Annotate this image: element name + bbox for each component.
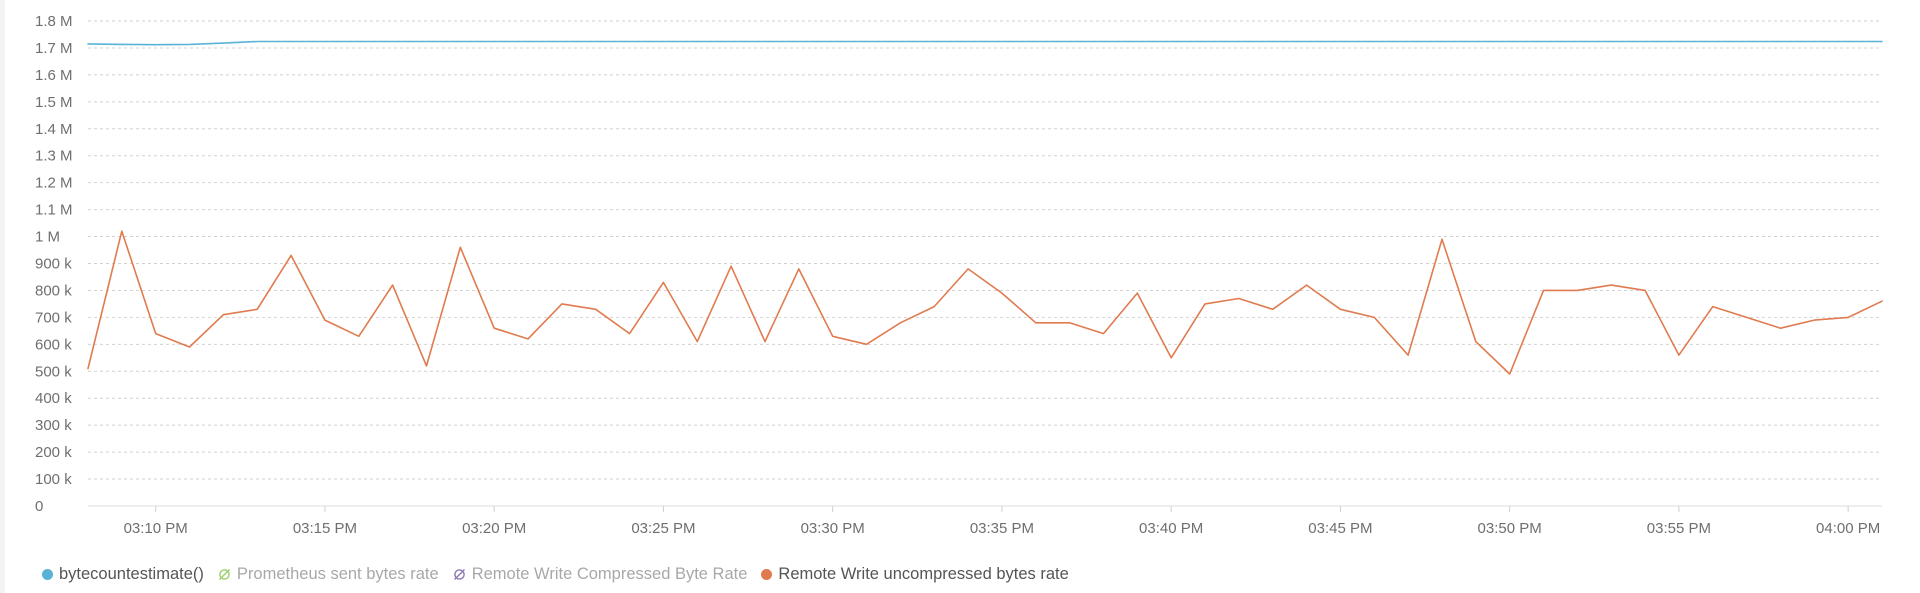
series-line-3 <box>87 230 1883 375</box>
y-tick-label: 400 k <box>35 390 72 407</box>
y-tick-label: 1.6 M <box>35 67 73 84</box>
y-tick-label: 900 k <box>35 256 72 273</box>
legend-label: Prometheus sent bytes rate <box>236 564 439 583</box>
line-chart: 0 100 k 200 k 300 k 400 k 500 k 600 k 700 k 800 … <box>35 13 1883 537</box>
y-tick-label: 200 k <box>35 444 72 461</box>
y-axis: 0 100 k 200 k 300 k 400 k 500 k 600 k 700 k 800 … <box>35 13 73 515</box>
x-tick-label: 03:50 PM <box>1478 520 1542 537</box>
x-tick-label: 03:20 PM <box>462 520 526 537</box>
y-tick-label: 1.2 M <box>35 175 73 192</box>
legend-label: bytecountestimate() <box>59 564 204 583</box>
y-tick-label: 1.8 M <box>35 13 73 30</box>
x-tick-label: 03:45 PM <box>1308 520 1372 537</box>
series-dot-icon <box>42 568 53 580</box>
y-tick-label: 1.1 M <box>35 202 73 219</box>
legend-item-remote-write-compressed-byte-rate[interactable]: Remote Write Compressed Byte Rate <box>453 564 748 584</box>
x-tick-label: 03:35 PM <box>970 520 1034 537</box>
y-tick-label: 1.4 M <box>35 121 73 138</box>
x-tick-label: 03:55 PM <box>1647 520 1711 537</box>
y-tick-label: 700 k <box>35 309 72 326</box>
x-tick-label: 03:40 PM <box>1139 520 1203 537</box>
y-tick-label: 1.5 M <box>35 94 73 111</box>
y-tick-label: 600 k <box>35 336 72 353</box>
y-tick-label: 500 k <box>35 363 72 380</box>
series-layer <box>87 40 1883 375</box>
x-tick-label: 03:25 PM <box>631 520 695 537</box>
series-line-0 <box>87 40 1883 46</box>
x-tick-label: 03:15 PM <box>293 520 357 537</box>
x-axis: 03:10 PM 03:15 PM 03:20 PM 03:25 PM 03:30 PM… <box>88 505 1882 537</box>
x-tick-label: 03:10 PM <box>124 520 188 537</box>
legend-item-remote-write-uncompressed-bytes-rate[interactable]: Remote Write uncompressed bytes rate <box>761 564 1069 584</box>
chart-legend: bytecountestimate() Prometheus sent byte… <box>42 562 1069 586</box>
legend-label: Remote Write Compressed Byte Rate <box>471 564 748 583</box>
series-dot-icon <box>761 568 773 580</box>
y-tick-label: 100 k <box>35 471 72 488</box>
legend-item-prometheus-sent-bytes-rate[interactable]: Prometheus sent bytes rate <box>218 565 439 584</box>
y-tick-label: 1 M <box>35 229 60 246</box>
legend-label: Remote Write uncompressed bytes rate <box>778 564 1069 583</box>
x-tick-label: 04:00 PM <box>1816 520 1880 537</box>
x-tick-label: 03:30 PM <box>801 520 865 537</box>
y-tick-label: 800 k <box>35 282 72 299</box>
y-tick-label: 300 k <box>35 417 72 434</box>
y-tick-label: 0 <box>35 498 43 515</box>
grid-layer <box>88 20 1882 480</box>
y-tick-label: 1.7 M <box>35 40 73 57</box>
hidden-series-icon <box>453 568 465 580</box>
hidden-series-icon <box>218 568 230 580</box>
y-tick-label: 1.3 M <box>35 148 73 165</box>
legend-item-bytecountestimate[interactable]: bytecountestimate() <box>42 565 204 584</box>
